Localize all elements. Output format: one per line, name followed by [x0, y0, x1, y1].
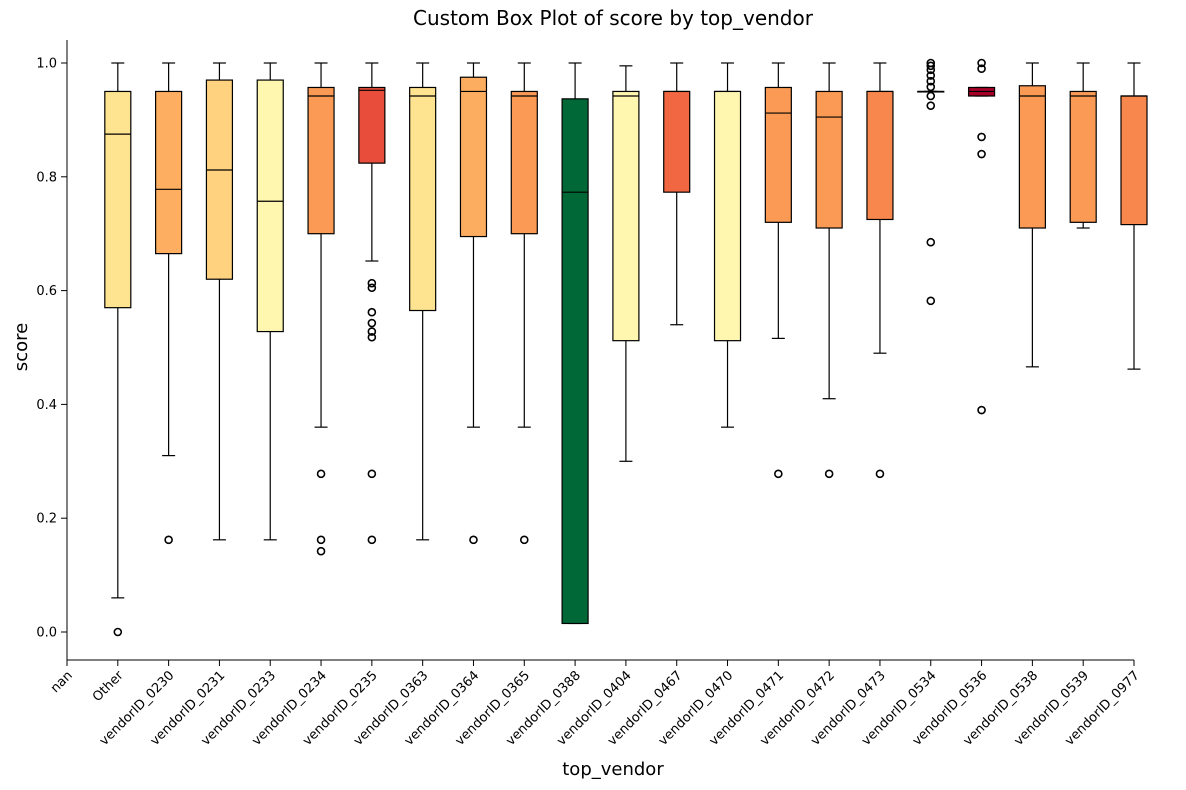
- outlier-point: [977, 58, 986, 68]
- outlier-point: [367, 469, 377, 479]
- outlier-point: [926, 296, 936, 306]
- outlier-point: [977, 149, 986, 159]
- box-rect: [1069, 90, 1097, 223]
- chart-title: Custom Box Plot of score by top_vendor: [413, 6, 814, 30]
- box-group: [713, 62, 742, 428]
- outlier-point: [367, 283, 377, 293]
- x-tick-label: nan: [48, 668, 76, 696]
- box-group: [967, 58, 996, 415]
- box-rect: [1018, 85, 1046, 229]
- outlier-point: [316, 469, 326, 479]
- box-group: [307, 62, 335, 556]
- outlier-point: [977, 405, 986, 415]
- outlier-point: [367, 535, 377, 545]
- outlier-point: [926, 76, 936, 86]
- boxes: [104, 58, 1148, 637]
- box-rect: [358, 86, 386, 164]
- box-rect: [459, 76, 488, 238]
- outlier-point: [977, 64, 986, 73]
- box-group: [1069, 62, 1097, 229]
- box-rect: [866, 90, 894, 221]
- outlier-point: [367, 307, 377, 317]
- box-group: [256, 62, 284, 541]
- y-tick-label: 0.6: [36, 284, 57, 299]
- box-group: [866, 62, 894, 479]
- box-rect: [1120, 95, 1148, 226]
- box-rect: [764, 86, 792, 223]
- box-group: [663, 62, 691, 326]
- box-group: [1018, 62, 1046, 368]
- box-rect: [205, 79, 234, 280]
- box-rect: [155, 90, 183, 255]
- outlier-point: [926, 82, 936, 92]
- outlier-point: [367, 278, 377, 288]
- box-rect: [307, 86, 335, 235]
- outlier-point: [926, 91, 936, 101]
- box-group: [205, 62, 234, 541]
- outlier-point: [977, 132, 986, 142]
- box-group: [917, 58, 945, 306]
- box-group: [764, 62, 792, 479]
- box-group: [104, 62, 132, 637]
- box-group: [459, 62, 488, 545]
- box-rect: [510, 90, 538, 235]
- outlier-point: [316, 535, 326, 545]
- box-group: [815, 62, 843, 479]
- x-tick-label: Other: [90, 668, 127, 705]
- box-rect: [815, 90, 843, 229]
- y-tick-label: 0.8: [36, 170, 57, 185]
- box-rect: [104, 90, 132, 309]
- box-rect: [561, 98, 589, 625]
- box-rect: [663, 90, 691, 193]
- y-tick-label: 0.0: [36, 626, 57, 641]
- outlier-point: [926, 237, 936, 247]
- y-tick-label: 1.0: [36, 57, 57, 72]
- outlier-point: [164, 535, 173, 545]
- box-rect: [612, 90, 640, 342]
- outlier-point: [367, 327, 377, 336]
- outlier-point: [367, 318, 377, 328]
- outlier-point: [926, 101, 936, 110]
- outlier-point: [875, 469, 885, 479]
- outlier-point: [824, 469, 834, 479]
- box-group: [358, 62, 386, 545]
- box-group: [510, 62, 538, 545]
- box-rect: [256, 79, 284, 333]
- outlier-point: [774, 469, 783, 479]
- outlier-point: [926, 71, 936, 80]
- outlier-point: [316, 546, 326, 556]
- box-rect: [409, 86, 437, 312]
- box-group: [612, 65, 640, 462]
- box-group: [409, 62, 437, 541]
- box-group: [561, 62, 589, 625]
- outlier-point: [519, 535, 529, 545]
- box-group: [1120, 62, 1148, 370]
- y-tick-label: 0.4: [36, 398, 57, 413]
- outlier-point: [469, 535, 478, 545]
- outlier-point: [367, 332, 377, 342]
- y-axis-label: score: [11, 323, 32, 371]
- outlier-point: [926, 65, 936, 75]
- outlier-point: [113, 627, 123, 637]
- y-tick-label: 0.2: [36, 512, 57, 527]
- x-axis-label: top_vendor: [562, 759, 664, 780]
- x-ticks: nan OthervendorID_0230vendorID_0231vendor…: [48, 660, 1143, 749]
- outlier-point: [926, 61, 936, 71]
- box-rect: [713, 90, 742, 342]
- box-group: [155, 62, 183, 545]
- y-ticks: 0.0 0.2 0.4 0.6 0.8 1.0: [36, 57, 67, 641]
